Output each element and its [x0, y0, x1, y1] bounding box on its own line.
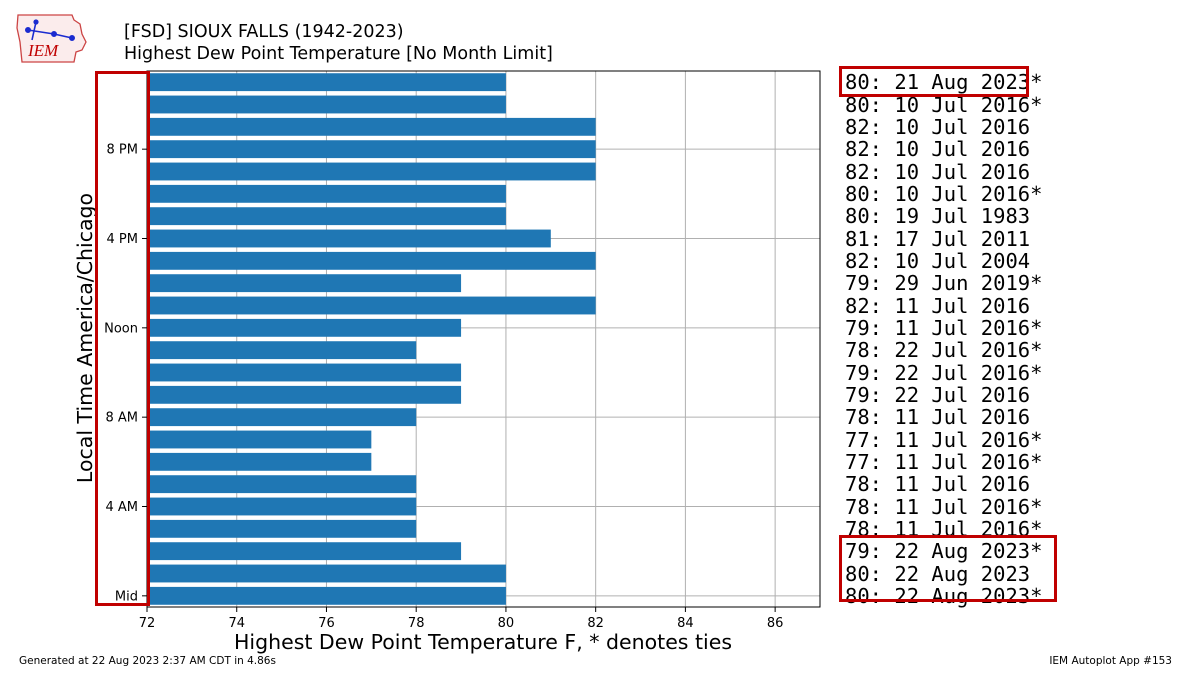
x-tick-label: 84	[677, 616, 694, 631]
bar	[147, 117, 596, 136]
bar	[147, 542, 462, 561]
bar	[147, 95, 506, 114]
bar	[147, 586, 506, 605]
bar	[147, 430, 372, 449]
bar	[147, 251, 596, 270]
bar-annotation: 82: 10 Jul 2016	[845, 137, 1031, 162]
highlight-box-yaxis	[95, 71, 150, 606]
bar	[147, 363, 462, 382]
bar-annotation: 80: 21 Aug 2023*	[845, 70, 1043, 95]
bar-annotation: 80: 10 Jul 2016*	[845, 181, 1043, 206]
bar-annotation: 79: 29 Jun 2019*	[845, 271, 1043, 296]
bar-annotation: 77: 11 Jul 2016*	[845, 449, 1043, 474]
chart-title: [FSD] SIOUX FALLS (1942-2023)	[124, 22, 404, 42]
y-tick-label: 8 AM	[105, 411, 138, 426]
highlight-box-top	[839, 66, 1029, 97]
bar-annotation: 77: 11 Jul 2016*	[845, 427, 1043, 452]
y-tick-label: 4 PM	[107, 232, 138, 247]
bar-annotation: 80: 22 Aug 2023	[845, 561, 1031, 586]
y-ticks: Mid 4 AM 8 AM Noon 4 PM 8 PM	[104, 143, 147, 604]
x-tick-label: 76	[318, 616, 335, 631]
y-tick-label: Noon	[104, 321, 138, 336]
bar	[147, 519, 417, 538]
footer-generated: Generated at 22 Aug 2023 2:37 AM CDT in …	[19, 655, 276, 667]
bar	[147, 408, 417, 427]
footer-app: IEM Autoplot App #153	[1049, 655, 1172, 667]
bar	[147, 162, 596, 181]
bar	[147, 73, 506, 92]
bar-annotation: 82: 10 Jul 2016	[845, 114, 1031, 139]
bar	[147, 475, 417, 494]
bar	[147, 385, 462, 404]
bar-annotation: 78: 11 Jul 2016*	[845, 516, 1043, 541]
highlight-box-bottom	[839, 535, 1057, 602]
bar	[147, 296, 596, 315]
bar-annotation: 81: 17 Jul 2011	[845, 226, 1031, 251]
x-tick-label: 86	[767, 616, 784, 631]
y-axis-label: Local Time America/Chicago	[73, 193, 97, 483]
y-tick-label: 8 PM	[107, 143, 138, 158]
x-tick-label: 82	[587, 616, 604, 631]
bars	[147, 73, 596, 605]
bar-annotation: 80: 19 Jul 1983	[845, 204, 1031, 229]
x-tick-label: 72	[139, 616, 156, 631]
bar	[147, 140, 596, 159]
bar-annotation: 78: 22 Jul 2016*	[845, 338, 1043, 363]
bar	[147, 564, 506, 583]
bar-annotation: 80: 10 Jul 2016*	[845, 92, 1043, 117]
x-tick-label: 80	[498, 616, 515, 631]
chart-subtitle: Highest Dew Point Temperature [No Month …	[124, 44, 553, 64]
bar	[147, 452, 372, 471]
bar-annotation: 82: 11 Jul 2016	[845, 293, 1031, 318]
x-axis-label: Highest Dew Point Temperature F, * denot…	[234, 630, 732, 654]
y-tick-label: Mid	[115, 589, 138, 604]
bar	[147, 274, 462, 293]
y-tick-label: 4 AM	[105, 500, 138, 515]
bar-annotation: 79: 22 Jul 2016*	[845, 360, 1043, 385]
bar	[147, 184, 506, 203]
bar-annotation: 79: 11 Jul 2016*	[845, 315, 1043, 340]
x-tick-label: 74	[228, 616, 245, 631]
x-tick-label: 78	[408, 616, 425, 631]
bar	[147, 318, 462, 337]
bar-annotation: 78: 11 Jul 2016	[845, 472, 1031, 497]
bar-annotation: 82: 10 Jul 2004	[845, 248, 1031, 273]
bar-annotation: 82: 10 Jul 2016	[845, 159, 1031, 184]
bar-annotation: 79: 22 Aug 2023*	[845, 539, 1043, 564]
bar-annotation: 79: 22 Jul 2016	[845, 382, 1031, 407]
bar	[147, 229, 551, 248]
bar-annotation: 78: 11 Jul 2016	[845, 405, 1031, 430]
bar-annotation: 78: 11 Jul 2016*	[845, 494, 1043, 519]
bar	[147, 207, 506, 226]
logo-text: IEM	[27, 41, 59, 60]
bar	[147, 341, 417, 360]
x-ticks: 72 74 76 78 80 82 84 86	[139, 607, 784, 631]
iem-logo: IEM	[16, 14, 87, 63]
bar	[147, 497, 417, 516]
